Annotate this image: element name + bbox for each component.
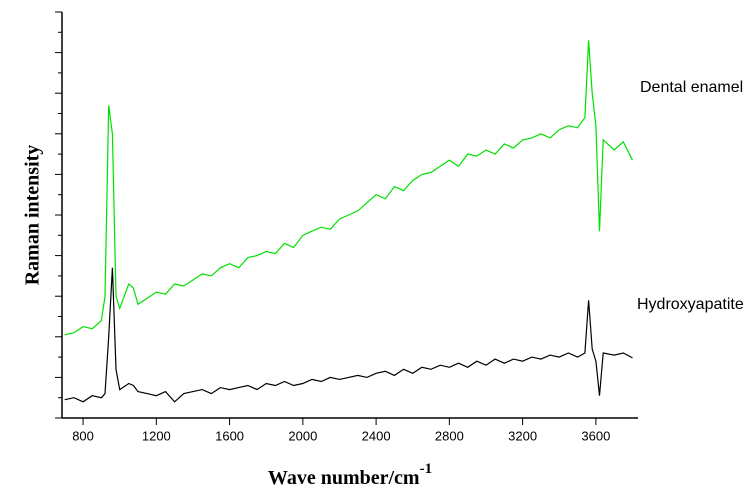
x-tick-label: 3200 [508,428,537,443]
series-line [64,40,634,336]
x-axis-label-text: Wave number/cm [268,467,420,489]
x-tick-label: 3600 [581,428,610,443]
x-tick-label: 1600 [215,428,244,443]
series-label: Hydroxyapatite [637,296,744,313]
x-tick-label: 1200 [142,428,171,443]
x-tick-label: 2400 [362,428,391,443]
x-tick-label: 2000 [288,428,317,443]
x-tick-label: 800 [72,428,94,443]
series-label: Dental enamel [640,79,743,96]
x-tick-label: 2800 [435,428,464,443]
x-axis-label: Wave number/cm-1 [268,461,432,488]
series-line [64,267,633,403]
y-axis-label: Raman intensity [22,145,44,286]
x-axis-label-superscript: -1 [420,461,433,477]
